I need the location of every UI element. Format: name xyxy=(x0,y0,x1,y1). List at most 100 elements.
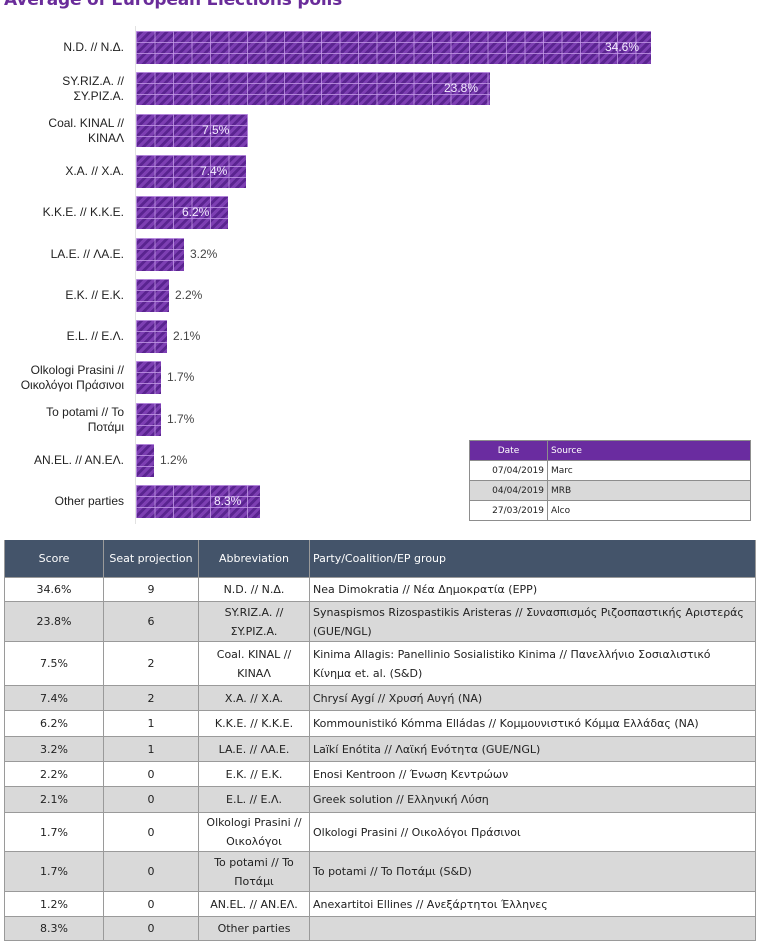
header-abbreviation: Abbreviation xyxy=(198,540,310,578)
cell-score: 8.3% xyxy=(4,916,104,941)
bar-value-label: 7.4% xyxy=(200,164,228,178)
bar xyxy=(136,196,228,229)
cell-party: Kommounistikó Kómma Elládas // Κομμουνισ… xyxy=(309,710,756,737)
cell-seat-projection: 1 xyxy=(103,710,199,737)
cell-score: 7.5% xyxy=(4,641,104,686)
results-row: 6.2% 1 K.K.E. // K.K.E. Kommounistikó Kómma… xyxy=(4,710,756,737)
cell-seat-projection: 1 xyxy=(103,736,199,762)
bar xyxy=(136,238,184,271)
category-label: E.K. // E.K. xyxy=(0,279,124,312)
category-label-text: E.K. // E.K. xyxy=(65,288,124,303)
category-label-text: AN.EL. // AN.EΛ. xyxy=(34,453,124,468)
results-row: 2.2% 0 E.K. // E.K. Enosi Kentroon // Ένωση… xyxy=(4,761,756,787)
cell-party: To potami // To Ποτάμι (S&D) xyxy=(309,851,756,892)
category-label-line: E.K. // E.K. xyxy=(65,288,124,302)
category-label-text: Other parties xyxy=(55,494,124,509)
cell-score: 1.2% xyxy=(4,891,104,917)
category-label-text: Olkologi Prasini //Οικολόγοι Πράσινοι xyxy=(21,363,124,393)
bar-value-label: 1.7% xyxy=(167,412,195,426)
category-label: E.L. // E.Λ. xyxy=(0,320,124,353)
category-label: LA.E. // ΛA.E. xyxy=(0,238,124,271)
category-label-line: Coal. KINAL // xyxy=(48,115,124,130)
results-row: 1.7% 0 To potami // To Ποτάμι To potami // … xyxy=(4,851,756,892)
bar-value-label: 1.7% xyxy=(167,370,195,384)
category-label-text: N.D. // N.Δ. xyxy=(63,40,124,55)
bar-value-label: 2.1% xyxy=(173,329,201,343)
category-label: AN.EL. // AN.EΛ. xyxy=(0,444,124,477)
category-label-line: E.L. // E.Λ. xyxy=(66,329,124,343)
bar-value-label: 23.8% xyxy=(444,81,479,95)
bar-value-label: 8.3% xyxy=(214,494,242,508)
bar-value-label: 6.2% xyxy=(182,205,210,219)
cell-party: Chrysí Aygí // Χρυσή Αυγή (NA) xyxy=(309,685,756,711)
source-date: 04/04/2019 xyxy=(469,480,548,501)
results-row: 2.1% 0 E.L. // E.Λ. Greek solution // Ελλην… xyxy=(4,786,756,813)
results-table-header: Score Seat projection Abbreviation Party… xyxy=(4,540,756,578)
bar xyxy=(136,279,169,312)
source-name: Alco xyxy=(547,500,751,521)
cell-score: 7.4% xyxy=(4,685,104,711)
cell-abbreviation: N.D. // N.Δ. xyxy=(198,577,310,602)
bar xyxy=(136,320,167,353)
results-row: 34.6% 9 N.D. // N.Δ. Nea Dimokratia // Νέα … xyxy=(4,577,756,602)
cell-seat-projection: 0 xyxy=(103,916,199,941)
cell-score: 6.2% xyxy=(4,710,104,737)
category-label: Olkologi Prasini //Οικολόγοι Πράσινοι xyxy=(0,361,124,394)
bar xyxy=(136,114,248,147)
category-label-text: SY.RIZ.A. //ΣY.PIZ.A. xyxy=(62,74,124,104)
cell-abbreviation: X.A. // X.A. xyxy=(198,685,310,711)
bar xyxy=(136,485,260,518)
category-label-text: X.A. // X.A. xyxy=(65,164,124,179)
category-label-line: ΣY.PIZ.A. xyxy=(73,88,124,103)
cell-party: Olkologi Prasini // Οικολόγοι Πράσινοι xyxy=(309,812,756,852)
category-label: K.K.E. // K.K.E. xyxy=(0,196,124,229)
cell-abbreviation: AN.EL. // AN.EΛ. xyxy=(198,891,310,917)
category-label-text: Coal. KINAL //KINAΛ xyxy=(48,116,124,146)
bar-value-label: 2.2% xyxy=(175,288,203,302)
cell-party: Laïkí Enótita // Λαϊκή Ενότητα (GUE/NGL) xyxy=(309,736,756,762)
category-label-line: K.K.E. // K.K.E. xyxy=(42,205,124,219)
bar xyxy=(136,403,161,436)
bar xyxy=(136,361,161,394)
cell-abbreviation: SY.RIZ.A. // ΣY.PIZ.A. xyxy=(198,601,310,642)
sources-header-date: Date xyxy=(469,440,548,461)
header-seat-projection: Seat projection xyxy=(103,540,199,578)
cell-seat-projection: 9 xyxy=(103,577,199,602)
cell-seat-projection: 0 xyxy=(103,761,199,787)
sources-row: 04/04/2019 MRB xyxy=(469,480,751,501)
category-label-line: AN.EL. // AN.EΛ. xyxy=(33,453,124,467)
category-label-line: Olkologi Prasini // xyxy=(30,362,124,377)
category-label: Coal. KINAL //KINAΛ xyxy=(0,114,124,147)
bar-value-label: 1.2% xyxy=(160,453,188,467)
sources-row: 07/04/2019 Marc xyxy=(469,460,751,481)
source-name: Marc xyxy=(547,460,751,481)
source-date: 27/03/2019 xyxy=(469,500,548,521)
category-label-line: LA.E. // ΛA.E. xyxy=(50,247,124,261)
bar-chart: N.D. // N.Δ. 34.6% SY.RIZ.A. //ΣY.PIZ.A. 23… xyxy=(0,26,651,524)
category-label-line: SY.RIZ.A. // xyxy=(62,73,124,88)
cell-party: Greek solution // Ελληνική Λύση xyxy=(309,786,756,813)
cell-abbreviation: K.K.E. // K.K.E. xyxy=(198,710,310,737)
cell-abbreviation: E.K. // E.K. xyxy=(198,761,310,787)
category-label: To potami // To Ποτάμι xyxy=(0,403,124,436)
category-label-line: Ποτάμι xyxy=(87,419,124,434)
header-score: Score xyxy=(4,540,104,578)
cell-party xyxy=(309,916,756,941)
category-label-line: N.D. // N.Δ. xyxy=(63,40,124,54)
cell-score: 34.6% xyxy=(4,577,104,602)
cell-seat-projection: 0 xyxy=(103,891,199,917)
source-date: 07/04/2019 xyxy=(469,460,548,481)
bar-value-label: 7.5% xyxy=(202,123,230,137)
bar xyxy=(136,72,490,105)
sources-header-source: Source xyxy=(547,440,751,461)
cell-seat-projection: 6 xyxy=(103,601,199,642)
cell-abbreviation: Other parties xyxy=(198,916,310,941)
category-label-line: X.A. // X.A. xyxy=(65,164,124,178)
results-row: 23.8% 6 SY.RIZ.A. // ΣY.PIZ.A. Synaspismos … xyxy=(4,601,756,642)
cell-abbreviation: E.L. // E.Λ. xyxy=(198,786,310,813)
results-row: 7.4% 2 X.A. // X.A. Chrysí Aygí // Χρυσή Αυ… xyxy=(4,685,756,711)
cell-seat-projection: 2 xyxy=(103,641,199,686)
category-label: Other parties xyxy=(0,485,124,518)
results-row: 1.2% 0 AN.EL. // AN.EΛ. Anexartitoi Ellines… xyxy=(4,891,756,917)
cell-seat-projection: 2 xyxy=(103,685,199,711)
